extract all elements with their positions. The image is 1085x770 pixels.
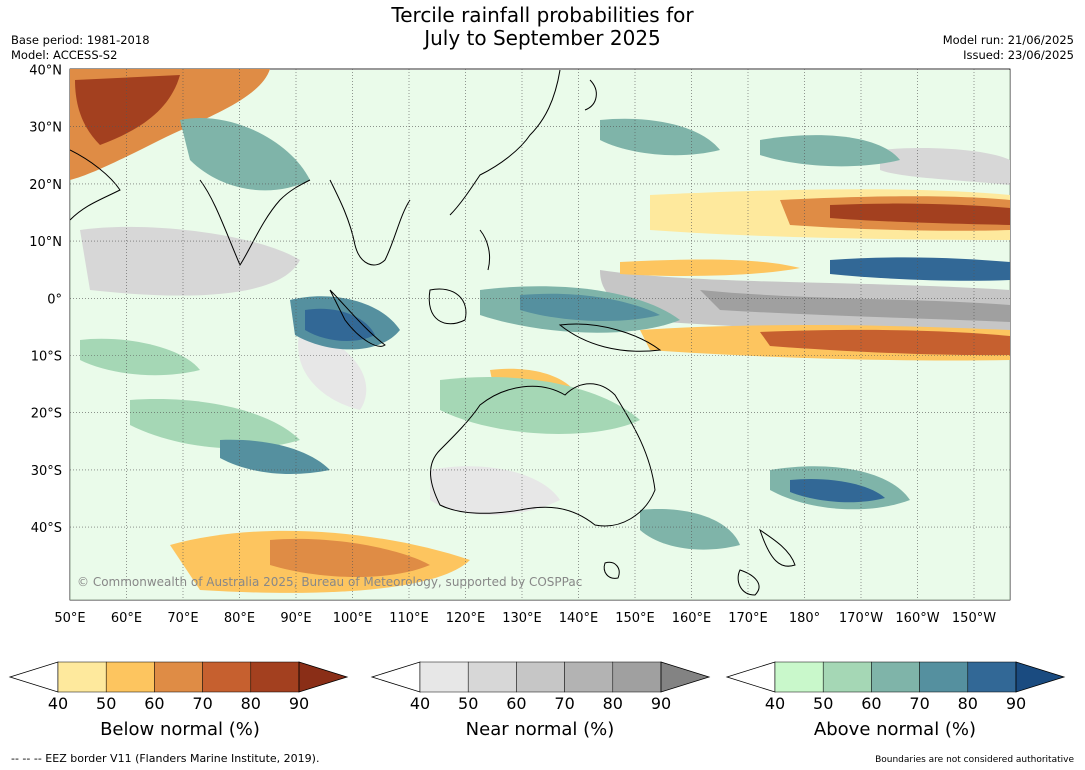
colorbar-tick: 70 <box>909 694 929 713</box>
colorbar-over-triangle <box>1015 661 1066 693</box>
lon-label: 160°W <box>895 611 939 626</box>
colorbar-segment <box>871 661 920 693</box>
probability-field <box>70 69 1010 600</box>
lon-label: 70°E <box>167 611 198 626</box>
lon-label: 140°E <box>559 611 599 626</box>
colorbar-tick: 90 <box>651 694 671 713</box>
colorbar-tick: 60 <box>506 694 526 713</box>
lon-label: 130°E <box>502 611 542 626</box>
lat-label: 30°N <box>29 121 62 136</box>
lon-label: 100°E <box>333 611 373 626</box>
colorbar-over-triangle <box>660 661 711 693</box>
title-line2: July to September 2025 <box>424 26 661 50</box>
colorbar-segment <box>154 661 203 693</box>
colorbar-tick: 80 <box>241 694 261 713</box>
colorbar-segment <box>967 661 1017 693</box>
lon-label: 60°E <box>111 611 142 626</box>
colorbar-tick: 50 <box>813 694 833 713</box>
colorbar-tick: 60 <box>144 694 164 713</box>
lon-label: 50°E <box>54 611 85 626</box>
colorbar-tick: 50 <box>96 694 116 713</box>
lon-label: 160°E <box>672 611 712 626</box>
map-title: Tercile rainfall probabilities for July … <box>0 4 1085 50</box>
colorbar-segment <box>419 661 469 693</box>
issued-date: Issued: 23/06/2025 <box>963 48 1074 62</box>
colorbar-near: 40 50 60 70 80 90 Near normal (%) <box>370 661 711 740</box>
lon-label: 150°E <box>615 611 655 626</box>
colorbar-segment <box>612 661 662 693</box>
colorbar-segment <box>57 661 107 693</box>
colorbar-segment <box>516 661 565 693</box>
colorbar-tick: 70 <box>192 694 212 713</box>
colorbar-tick: 60 <box>861 694 881 713</box>
eez-border-note: -- -- -- EEZ border V11 (Flanders Marine… <box>11 752 320 765</box>
colorbar-under-triangle <box>8 661 59 693</box>
meta-right: Model run: 21/06/2025 Issued: 23/06/2025 <box>943 33 1074 63</box>
lat-label: 10°S <box>31 350 62 365</box>
lon-label: 170°W <box>839 611 883 626</box>
copyright-text: © Commonwealth of Australia 2025, Bureau… <box>77 575 582 589</box>
colorbar-segment <box>105 661 155 693</box>
base-period: Base period: 1981-2018 <box>11 33 150 47</box>
colorbar-tick: 70 <box>554 694 574 713</box>
lon-label: 170°E <box>728 611 768 626</box>
colorbar-segment <box>774 661 824 693</box>
lon-label: 150°W <box>952 611 996 626</box>
colorbar-tick: 40 <box>765 694 785 713</box>
colorbars: 40 50 60 70 80 90 Below normal (%) 40 50 60 70 80 90… <box>8 661 1066 740</box>
longitude-labels: 50°E 60°E 70°E 80°E 90°E 100°E 110°E 120°E 130°E… <box>54 611 996 626</box>
lat-label: 40°S <box>31 521 62 536</box>
colorbar-tick: 40 <box>410 694 430 713</box>
lat-label: 20°S <box>31 407 62 422</box>
colorbar-tick: 90 <box>289 694 309 713</box>
colorbar-segment <box>564 661 614 693</box>
lon-label: 120°E <box>446 611 486 626</box>
colorbar-tick: 50 <box>458 694 478 713</box>
lat-label: 10°N <box>29 235 62 250</box>
colorbar-under-triangle <box>725 661 776 693</box>
lon-label: 80°E <box>224 611 255 626</box>
colorbar-segment <box>919 661 969 693</box>
model-name: Model: ACCESS-S2 <box>11 48 118 62</box>
colorbar-below: 40 50 60 70 80 90 Below normal (%) <box>8 661 349 740</box>
colorbar-segment <box>822 661 872 693</box>
colorbar-segment <box>467 661 517 693</box>
colorbar-caption: Above normal (%) <box>814 719 976 740</box>
gridlines <box>70 69 1010 600</box>
lon-label: 180° <box>789 611 820 626</box>
latitude-labels: 40°N 30°N 20°N 10°N 0° 10°S 20°S 30°S 40°S <box>29 64 62 537</box>
colorbar-tick: 40 <box>48 694 68 713</box>
colorbar-over-triangle <box>298 661 349 693</box>
colorbar-segment <box>250 661 300 693</box>
colorbar-caption: Below normal (%) <box>100 719 260 740</box>
coastlines <box>70 69 796 596</box>
lon-label: 90°E <box>280 611 311 626</box>
model-run: Model run: 21/06/2025 <box>942 33 1074 47</box>
colorbar-tick: 90 <box>1006 694 1026 713</box>
boundaries-disclaimer: Boundaries are not considered authoritat… <box>875 755 1074 765</box>
meta-left: Base period: 1981-2018 Model: ACCESS-S2 <box>11 33 150 63</box>
title-line1: Tercile rainfall probabilities for <box>391 3 694 27</box>
colorbar-tick: 80 <box>958 694 978 713</box>
lat-label: 0° <box>47 292 62 307</box>
colorbar-under-triangle <box>370 661 421 693</box>
lon-label: 110°E <box>389 611 429 626</box>
lat-label: 30°S <box>31 464 62 479</box>
lat-label: 20°N <box>29 178 62 193</box>
colorbar-segment <box>202 661 252 693</box>
colorbar-caption: Near normal (%) <box>466 719 615 740</box>
colorbar-above: 40 50 60 70 80 90 Above normal (%) <box>725 661 1066 740</box>
lat-label: 40°N <box>29 64 62 79</box>
colorbar-tick: 80 <box>603 694 623 713</box>
